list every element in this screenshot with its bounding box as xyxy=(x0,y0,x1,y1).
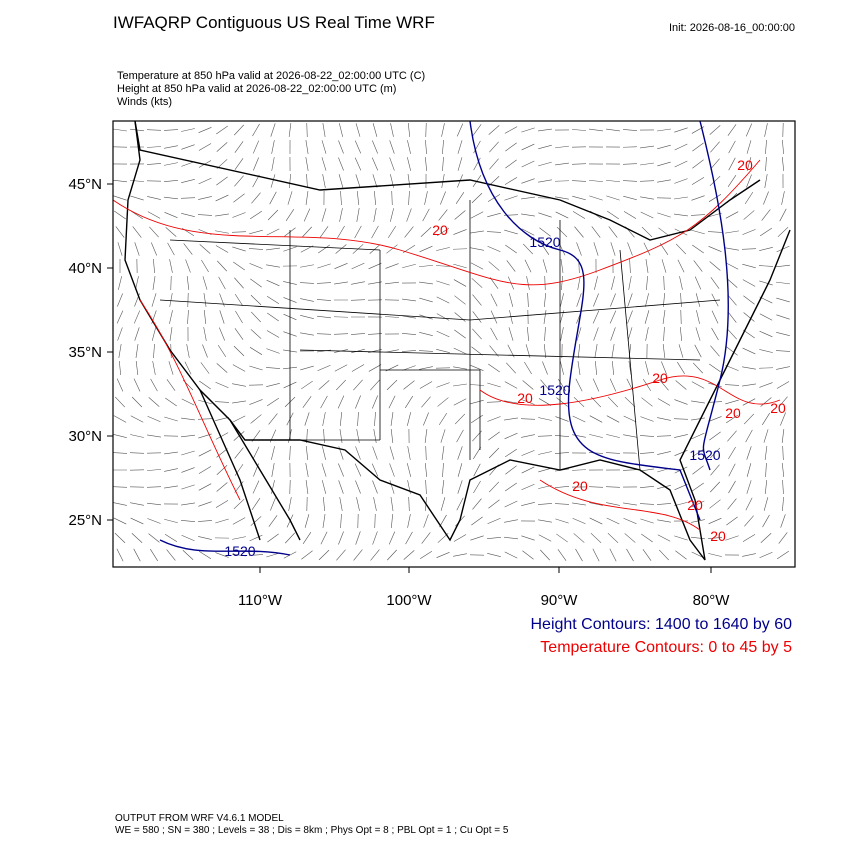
lat-label: 35°N xyxy=(68,344,102,361)
lon-label: 110°W xyxy=(238,592,283,609)
temperature-label: 20 xyxy=(687,497,703,513)
footer: OUTPUT FROM WRF V4.6.1 MODEL xyxy=(115,813,284,824)
lon-label: 80°W xyxy=(693,592,731,609)
field-label: Temperature at 850 hPa valid at 2026-08-… xyxy=(117,70,425,82)
title: IWFAQRP Contiguous US Real Time WRF xyxy=(113,13,435,32)
legend-height: Height Contours: 1400 to 1640 by 60 xyxy=(530,616,792,633)
height-label: 1520 xyxy=(224,543,255,559)
height-label: 1520 xyxy=(529,234,560,250)
temperature-label: 20 xyxy=(432,222,448,238)
height-label: 1520 xyxy=(539,382,570,398)
temperature-label: 20 xyxy=(770,400,786,416)
height-label: 1520 xyxy=(689,447,720,463)
lat-label: 40°N xyxy=(68,260,102,277)
temperature-label: 20 xyxy=(710,528,726,544)
field-label: Height at 850 hPa valid at 2026-08-22_02… xyxy=(117,83,396,95)
temperature-label: 20 xyxy=(572,478,588,494)
map-body: 1520 1520 1520 1520 20 20 20 20 20 20 20 20 20 xyxy=(113,121,795,567)
lat-label: 25°N xyxy=(68,512,102,529)
lat-label: 30°N xyxy=(68,428,102,445)
temperature-label: 20 xyxy=(652,370,668,386)
field-label: Winds (kts) xyxy=(117,96,172,108)
temperature-label: 20 xyxy=(737,157,753,173)
temperature-label: 20 xyxy=(725,405,741,421)
init-time: Init: 2026-08-16_00:00:00 xyxy=(669,22,795,34)
legend-temperature: Temperature Contours: 0 to 45 by 5 xyxy=(540,639,792,656)
footer: WE = 580 ; SN = 380 ; Levels = 38 ; Dis … xyxy=(115,825,509,836)
lat-label: 45°N xyxy=(68,176,102,193)
temperature-label: 20 xyxy=(517,390,533,406)
lon-label: 100°W xyxy=(386,592,432,609)
lon-label: 90°W xyxy=(541,592,579,609)
